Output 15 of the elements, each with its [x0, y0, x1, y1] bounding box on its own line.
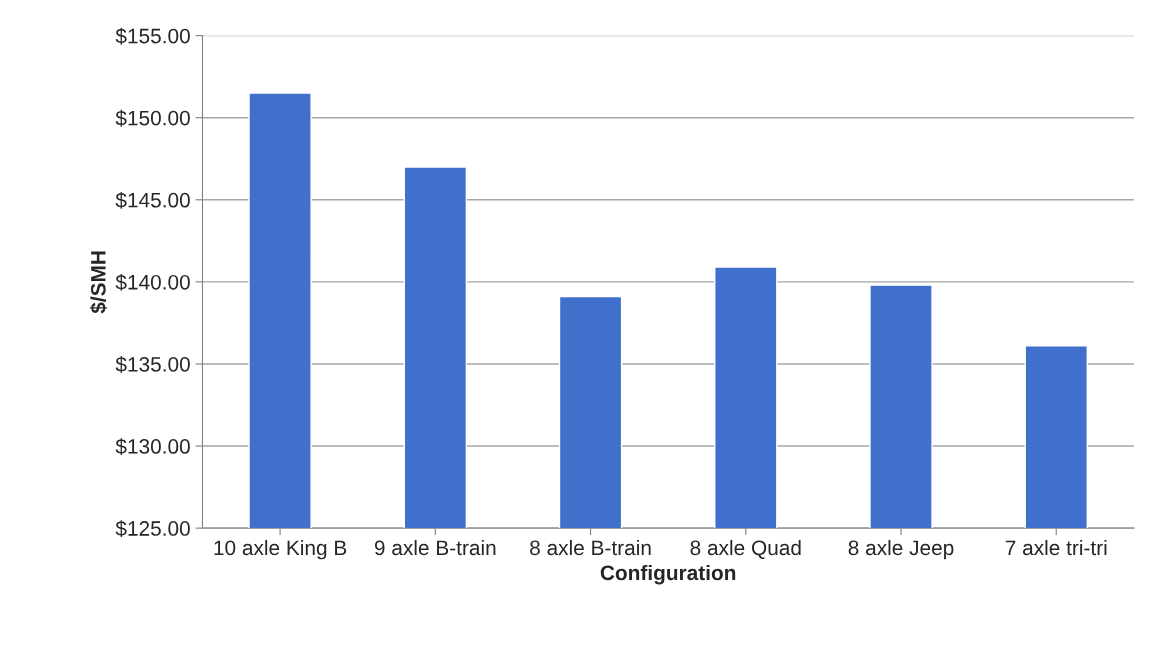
y-tick-label: $155.00: [115, 27, 190, 45]
y-tick-label: $150.00: [115, 109, 190, 127]
y-tick-label: $135.00: [115, 356, 190, 373]
x-tick-label: 10 axle King B: [214, 539, 347, 560]
y-tick-label: $145.00: [115, 191, 190, 209]
y-axis-title: $/SMH: [90, 251, 108, 314]
x-tick-label: 8 axle Quad: [690, 539, 801, 559]
y-tick-label: $140.00: [115, 274, 190, 291]
x-tick-label: 7 axle tri-tri: [1005, 539, 1107, 556]
x-axis-title: Configuration: [600, 564, 736, 585]
y-tick-label: $125.00: [115, 520, 190, 538]
x-tick-label: 9 axle B-train: [374, 539, 496, 556]
x-tick-label: 8 axle Jeep: [848, 539, 954, 560]
x-tick-label: 8 axle B-train: [530, 539, 651, 556]
y-tick-label: $130.00: [115, 438, 190, 456]
